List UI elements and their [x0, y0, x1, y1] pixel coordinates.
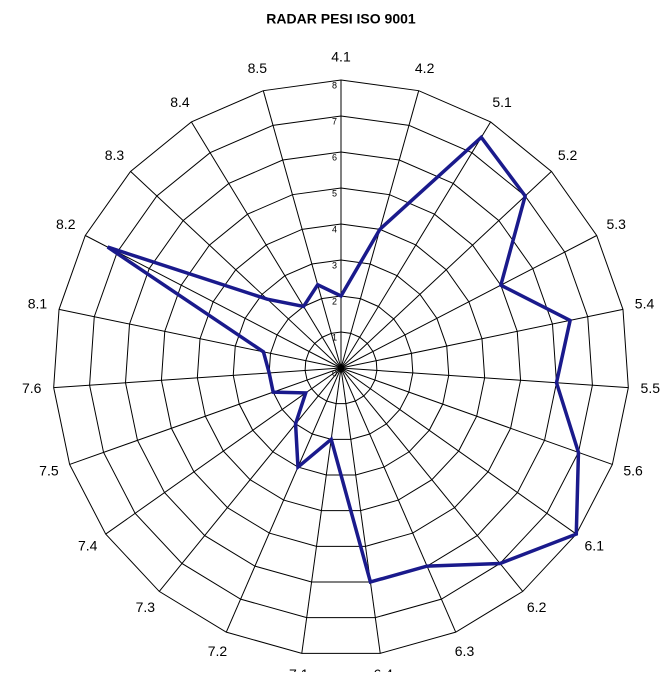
grid-line — [196, 223, 486, 512]
spoke — [340, 367, 524, 592]
grid-line — [53, 79, 629, 654]
spoke — [58, 308, 342, 369]
category-label: 8.4 — [170, 94, 190, 110]
category-label: 5.2 — [558, 147, 578, 163]
spoke — [301, 367, 342, 654]
spoke — [340, 367, 457, 633]
y-tick-label: 8 — [332, 80, 337, 90]
y-tick-label: 7 — [332, 116, 337, 126]
spoke — [53, 367, 342, 389]
grid-line — [304, 331, 378, 405]
y-tick-label: 6 — [332, 152, 337, 162]
spoke — [130, 171, 342, 369]
spoke — [158, 367, 342, 592]
y-tick-label: 5 — [332, 188, 337, 198]
y-tick-label: 0 — [332, 368, 337, 378]
y-tick-label: 3 — [332, 260, 337, 270]
category-label: 8.5 — [248, 60, 268, 76]
category-label: 6.1 — [585, 537, 605, 553]
category-label: 7.2 — [208, 643, 228, 659]
category-label: 5.5 — [641, 380, 661, 396]
category-label: 8.3 — [105, 147, 125, 163]
spoke — [225, 367, 342, 633]
category-label: 6.3 — [455, 643, 475, 659]
category-label: 4.1 — [331, 49, 351, 65]
y-tick-label: 1 — [332, 332, 337, 342]
y-tick-label: 4 — [332, 224, 337, 234]
category-label: 6.4 — [373, 666, 393, 672]
category-label: 8.2 — [56, 216, 76, 232]
series-line — [106, 134, 581, 585]
grid-line — [268, 295, 414, 440]
category-label: 5.3 — [607, 216, 627, 232]
grid-line — [160, 187, 522, 547]
category-label: 5.1 — [492, 94, 512, 110]
category-label: 5.6 — [623, 463, 643, 479]
spoke — [105, 367, 342, 535]
category-label: 6.2 — [527, 599, 547, 615]
spoke — [69, 367, 342, 465]
category-label: 4.2 — [415, 60, 435, 76]
category-label: 7.3 — [136, 599, 156, 615]
spoke — [340, 121, 492, 369]
spoke — [340, 367, 577, 535]
category-label: 7.5 — [39, 463, 59, 479]
spoke — [85, 235, 342, 369]
category-label: 7.1 — [289, 666, 309, 672]
category-label: 7.4 — [78, 537, 98, 553]
spoke — [340, 308, 624, 369]
spoke — [190, 121, 342, 369]
category-label: 7.6 — [22, 380, 42, 396]
chart-title: RADAR PESI ISO 9001 — [266, 11, 416, 27]
spoke — [340, 367, 381, 654]
spoke — [340, 367, 629, 389]
spoke — [340, 367, 613, 465]
spoke — [262, 90, 342, 369]
spoke — [340, 235, 597, 369]
grid-line — [125, 151, 557, 583]
y-tick-label: 2 — [332, 296, 337, 306]
category-label: 5.4 — [635, 296, 655, 312]
category-label: 8.1 — [28, 296, 48, 312]
spoke — [340, 171, 552, 369]
grid-line — [89, 115, 593, 619]
